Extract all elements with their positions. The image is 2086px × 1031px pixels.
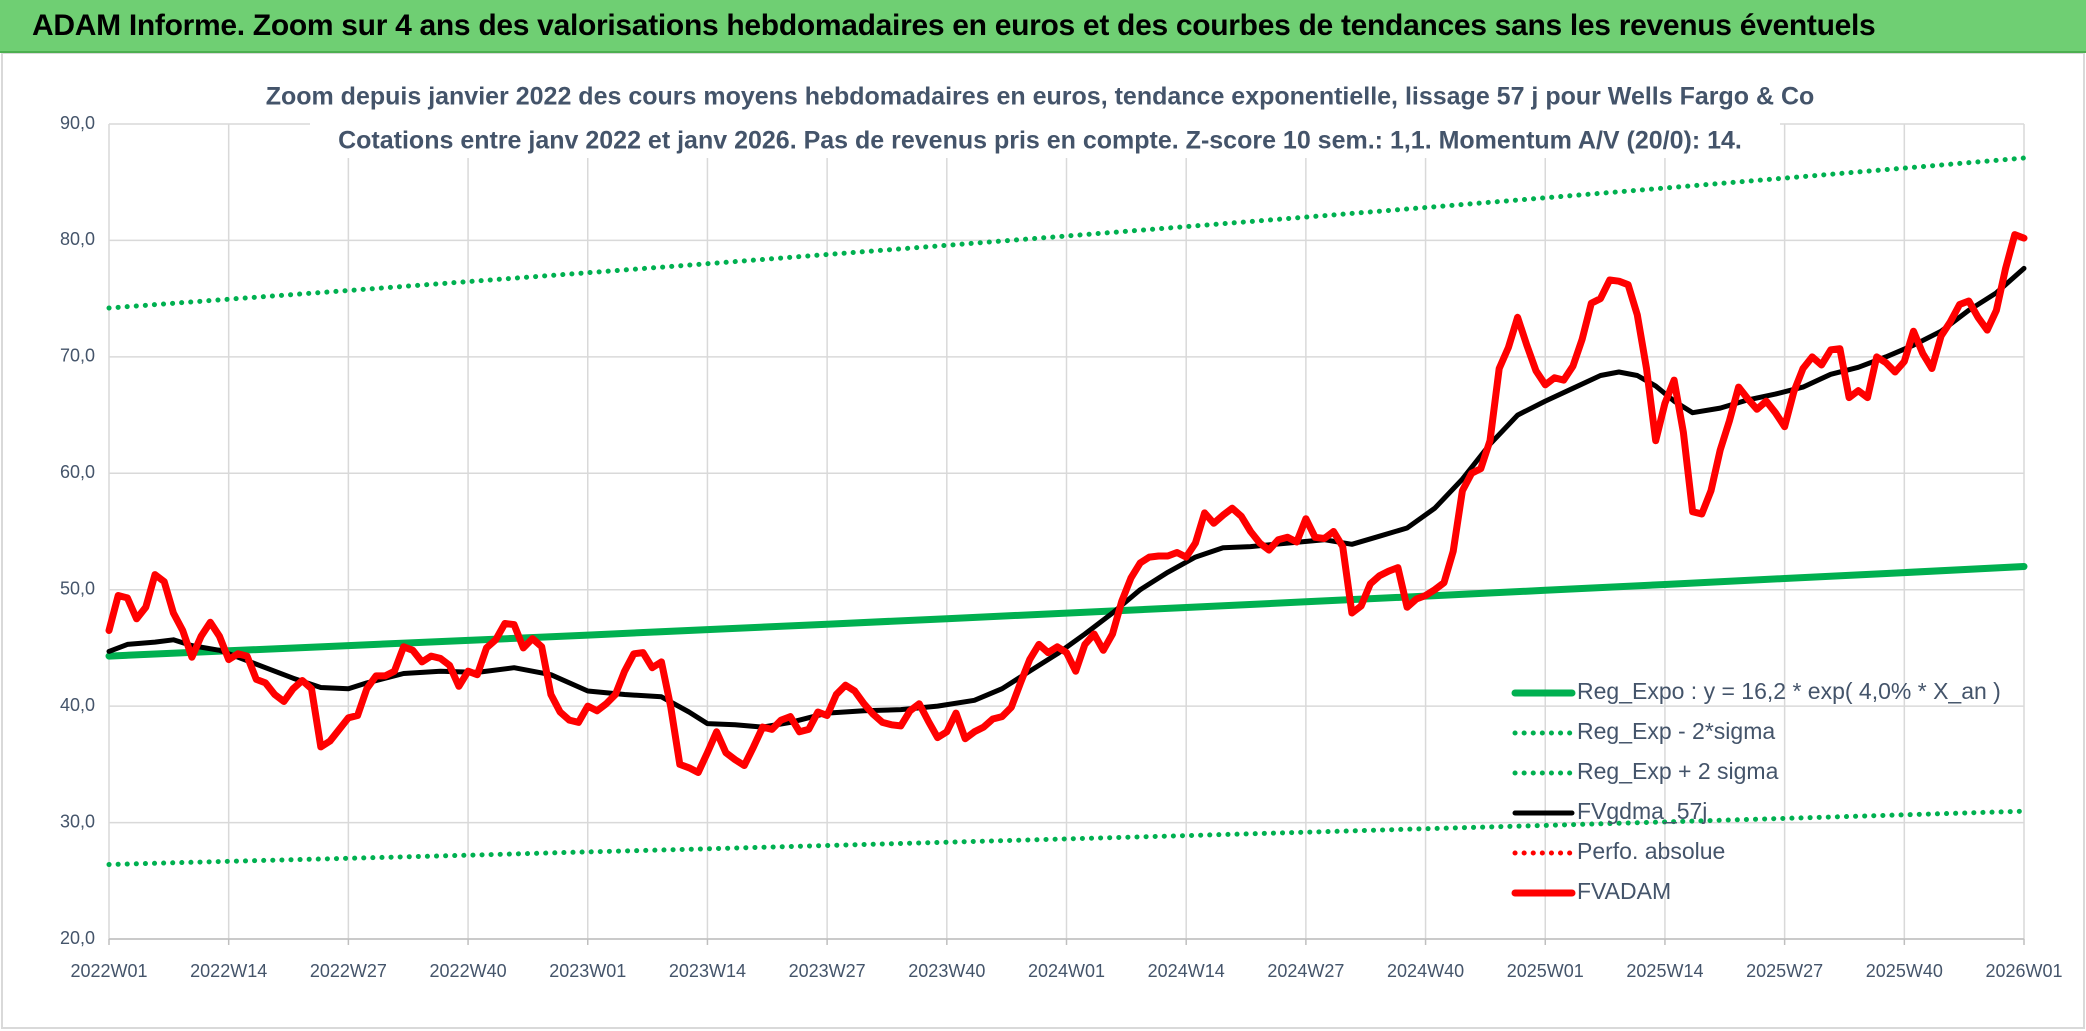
legend-label: Reg_Exp + 2 sigma <box>1577 758 1779 784</box>
chart-subtitle: Cotations entre janv 2022 et janv 2026. … <box>338 127 1742 155</box>
x-tick-label: 2023W27 <box>789 961 866 981</box>
y-tick-label: 50,0 <box>60 578 95 598</box>
x-tick-label: 2024W40 <box>1387 961 1464 981</box>
title-box <box>310 78 1780 158</box>
x-tick-label: 2022W01 <box>70 961 147 981</box>
x-tick-label: 2024W01 <box>1028 961 1105 981</box>
y-tick-label: 40,0 <box>60 695 95 715</box>
series-line <box>106 265 2027 730</box>
x-tick-label: 2025W14 <box>1626 961 1703 981</box>
x-tick-label: 2024W27 <box>1267 961 1344 981</box>
series-line <box>105 231 2028 776</box>
x-tick-label: 2025W27 <box>1746 961 1823 981</box>
legend-label: FVgdma_57j <box>1577 798 1707 824</box>
y-tick-label: 20,0 <box>60 928 95 948</box>
legend-label: Perfo. absolue <box>1577 838 1725 864</box>
x-tick-label: 2022W27 <box>310 961 387 981</box>
y-tick-label: 80,0 <box>60 229 95 249</box>
header-title: ADAM Informe. Zoom sur 4 ans des valoris… <box>32 9 1876 42</box>
x-tick-label: 2023W14 <box>669 961 746 981</box>
x-tick-label: 2026W01 <box>1985 961 2062 981</box>
y-tick-label: 70,0 <box>60 346 95 366</box>
chart: 20,0 30,0 40,0 50,0 60,0 70,0 80,0 90,0 2022W01 2… <box>1 53 2085 1029</box>
legend-label: Reg_Expo : y = 16,2 * exp( 4,0% * X_an ) <box>1577 678 2001 704</box>
plot-lines <box>105 155 2028 867</box>
legend-label: FVADAM <box>1577 878 1671 904</box>
y-tick-label: 30,0 <box>60 811 95 831</box>
x-tick-label: 2023W01 <box>549 961 626 981</box>
x-tick-label: 2023W40 <box>908 961 985 981</box>
grid: 20,0 30,0 40,0 50,0 60,0 70,0 80,0 90,0 2022W01 2… <box>60 113 2063 981</box>
series-line <box>106 155 2027 311</box>
x-tick-label: 2024W14 <box>1148 961 1225 981</box>
legend: Reg_Expo : y = 16,2 * exp( 4,0% * X_an )… <box>1511 678 2001 904</box>
x-tick-label: 2022W40 <box>430 961 507 981</box>
y-tick-label: 90,0 <box>60 113 95 133</box>
legend-label: Reg_Exp - 2*sigma <box>1577 718 1775 744</box>
chart-frame <box>1 53 2085 1029</box>
chart-title: Zoom depuis janvier 2022 des cours moyen… <box>266 83 1815 111</box>
series-line <box>106 808 2027 867</box>
y-tick-label: 60,0 <box>60 462 95 482</box>
x-tick-label: 2025W01 <box>1507 961 1584 981</box>
x-tick-label: 2025W40 <box>1866 961 1943 981</box>
series-line <box>105 563 2028 660</box>
x-tick-label: 2022W14 <box>190 961 267 981</box>
header-banner: ADAM Informe. Zoom sur 4 ans des valoris… <box>0 0 2086 53</box>
